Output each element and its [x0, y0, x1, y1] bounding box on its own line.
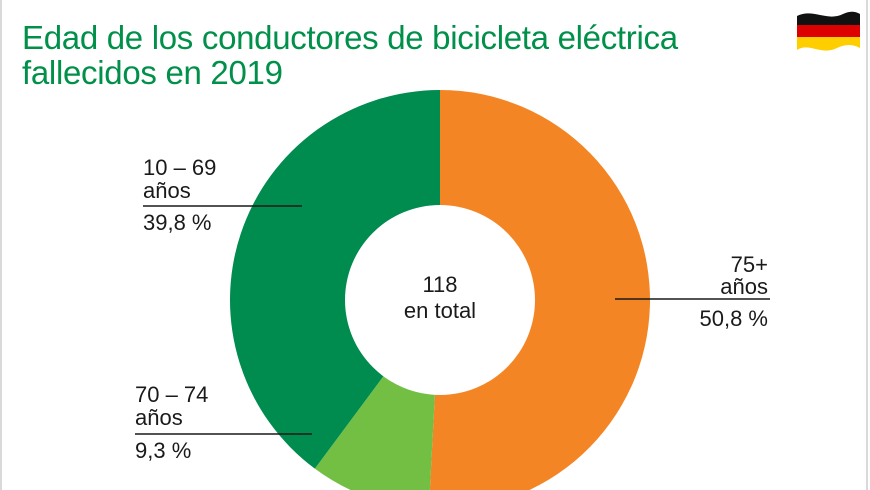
- label-10-69-unit: años: [143, 178, 191, 203]
- chart-title: Edad de los conductores de bicicleta elé…: [22, 20, 678, 90]
- label-75plus-unit: años: [720, 274, 768, 299]
- donut-hole: [345, 205, 535, 395]
- label-70-74-percent: 9,3 %: [135, 438, 191, 463]
- chart-title-line-1: Edad de los conductores de bicicleta elé…: [22, 19, 678, 56]
- label-70-74-unit: años: [135, 405, 183, 430]
- label-75plus-range: 75+: [731, 252, 768, 277]
- flag-stripe-red: [797, 25, 860, 37]
- donut-slice-10-69: [229, 90, 440, 469]
- center-total-value: 118: [422, 272, 457, 297]
- chart-title-line-2: fallecidos en 2019: [22, 54, 283, 91]
- germany-flag-icon: [797, 11, 860, 51]
- center-total-label: en total: [404, 298, 476, 323]
- label-10-69-range: 10 – 69: [143, 155, 216, 180]
- label-10-69-percent: 39,8 %: [143, 210, 212, 235]
- label-75plus-percent: 50,8 %: [700, 306, 769, 331]
- donut-slice-75plus: [429, 90, 650, 490]
- flag-stripe-black: [797, 11, 860, 25]
- label-70-74-range: 70 – 74: [135, 382, 208, 407]
